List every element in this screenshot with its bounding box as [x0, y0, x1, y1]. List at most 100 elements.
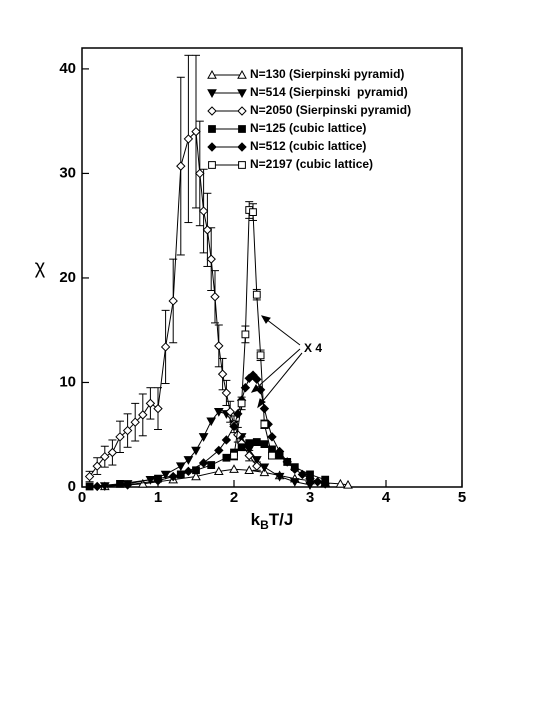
legend-entry: N=2197 (cubic lattice)	[208, 157, 373, 171]
legend-marker	[207, 142, 217, 152]
legend-marker	[238, 125, 246, 133]
marker	[256, 351, 265, 360]
marker	[206, 417, 217, 427]
marker	[225, 407, 235, 417]
legend-label: N=130 (Sierpinski pyramid)	[250, 67, 404, 81]
marker	[230, 451, 238, 460]
y-axis-label: χ	[35, 256, 46, 278]
marker	[260, 440, 269, 449]
marker	[130, 417, 140, 427]
marker	[191, 126, 201, 137]
marker	[168, 296, 178, 306]
marker	[92, 481, 102, 492]
series	[99, 464, 353, 491]
annotation: X 4	[304, 341, 322, 355]
marker	[122, 425, 133, 436]
marker	[343, 479, 353, 489]
marker	[107, 447, 118, 458]
marker	[214, 445, 224, 456]
marker	[244, 450, 254, 461]
x-tick-label: 5	[458, 489, 466, 506]
legend-marker	[238, 161, 246, 169]
legend-label: N=2197 (cubic lattice)	[250, 157, 373, 171]
marker	[191, 471, 201, 481]
marker	[312, 477, 323, 487]
marker	[153, 476, 163, 486]
marker	[229, 421, 239, 432]
legend-marker	[237, 89, 247, 99]
marker	[274, 472, 285, 482]
legend-entry: N=2050 (Sierpinski pyramid)	[207, 103, 411, 117]
series	[92, 370, 330, 492]
series-line	[233, 209, 273, 456]
marker	[207, 461, 216, 469]
marker	[202, 225, 213, 235]
y-tick-label: 10	[59, 373, 76, 390]
marker	[290, 464, 300, 474]
legend-entry: N=125 (cubic lattice)	[208, 121, 366, 135]
y-tick-label: 20	[59, 269, 76, 286]
marker	[335, 478, 346, 488]
marker	[92, 461, 102, 471]
legend-label: N=514 (Sierpinski pyramid)	[250, 85, 408, 99]
marker	[198, 206, 209, 216]
marker	[221, 435, 232, 445]
marker	[233, 430, 243, 440]
marker	[252, 290, 261, 299]
marker	[206, 254, 216, 264]
marker	[100, 451, 110, 462]
legend-label: N=512 (cubic lattice)	[250, 139, 366, 153]
plot-frame	[81, 47, 463, 488]
legend-marker	[207, 89, 217, 99]
series	[84, 54, 262, 483]
marker	[249, 208, 257, 217]
x-label-rest: T/J	[269, 510, 294, 529]
x-tick-label: 1	[154, 489, 162, 506]
annotation-arrows	[250, 315, 303, 409]
legend-marker	[237, 106, 247, 116]
marker	[213, 466, 224, 476]
marker	[259, 463, 270, 473]
marker	[297, 469, 308, 480]
marker	[160, 470, 171, 480]
marker	[160, 342, 171, 352]
marker	[175, 462, 186, 472]
marker	[221, 388, 232, 398]
marker	[268, 451, 276, 460]
marker	[252, 438, 261, 446]
marker	[282, 457, 292, 467]
x-label-sub: B	[260, 518, 269, 532]
legend-marker	[208, 125, 216, 133]
marker	[210, 292, 220, 302]
y-tick-label: 40	[59, 60, 76, 77]
marker	[229, 464, 239, 473]
marker	[237, 443, 246, 452]
legend-marker	[237, 142, 247, 152]
x-axis-label: kBT/J	[251, 510, 294, 532]
legend-marker	[237, 69, 247, 79]
marker	[191, 446, 201, 456]
marker	[115, 432, 125, 442]
marker	[217, 369, 228, 379]
marker	[244, 465, 255, 474]
x-tick-label: 4	[382, 489, 391, 506]
marker	[145, 398, 156, 409]
legend-entry: N=130 (Sierpinski pyramid)	[207, 67, 404, 81]
marker	[289, 478, 300, 487]
legend-entry: N=514 (Sierpinski pyramid)	[207, 85, 408, 99]
marker	[122, 480, 133, 490]
marker	[176, 161, 186, 171]
legend-marker	[207, 106, 217, 116]
series	[230, 201, 276, 461]
marker	[320, 479, 330, 489]
marker	[222, 453, 231, 462]
x-tick-label: 3	[306, 489, 314, 506]
legend-marker	[208, 161, 216, 169]
marker	[251, 456, 262, 465]
series	[99, 408, 315, 491]
legend-label: N=125 (cubic lattice)	[250, 121, 366, 135]
y-tick-label: 30	[59, 164, 76, 181]
marker	[183, 134, 194, 144]
marker	[183, 466, 194, 477]
